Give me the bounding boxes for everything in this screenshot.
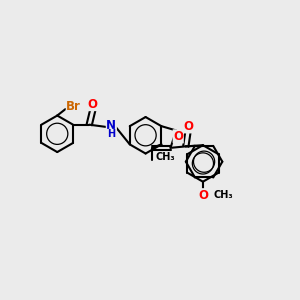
Text: Br: Br [66, 100, 81, 112]
Text: CH₃: CH₃ [213, 190, 233, 200]
Text: O: O [173, 130, 183, 143]
Text: O: O [198, 189, 208, 202]
Text: O: O [184, 120, 194, 133]
Text: H: H [107, 129, 116, 140]
Text: N: N [106, 119, 116, 132]
Text: O: O [88, 98, 98, 111]
Text: CH₃: CH₃ [155, 152, 175, 162]
